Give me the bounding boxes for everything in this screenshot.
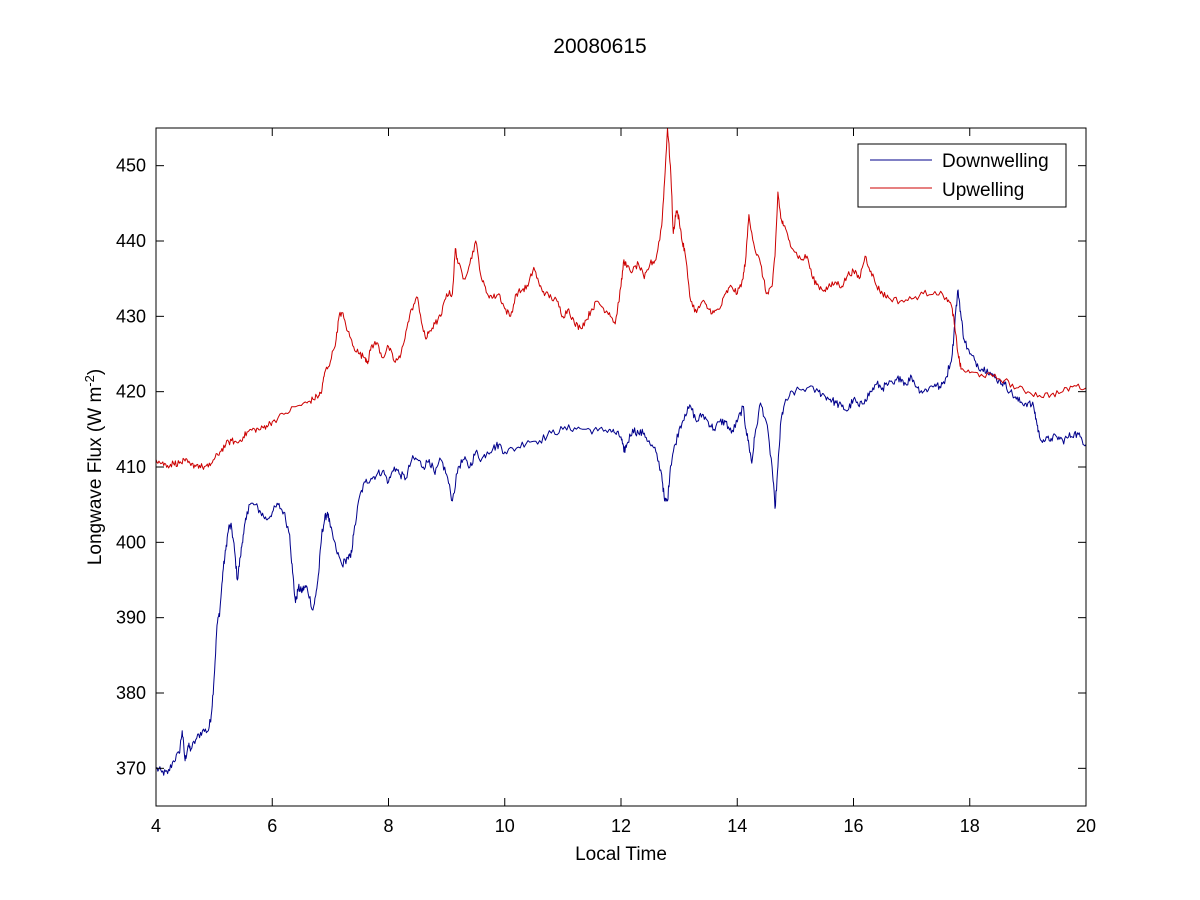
x-tick-label: 20 — [1076, 816, 1096, 836]
legend-box — [857, 143, 1067, 208]
plot-area — [156, 128, 1086, 806]
x-axis-label: Local Time — [575, 844, 667, 865]
y-tick-label: 380 — [116, 683, 146, 703]
x-tick-label: 18 — [960, 816, 980, 836]
y-tick-label: 420 — [116, 382, 146, 402]
y-axis-label-main: Longwave Flux (W m — [85, 387, 106, 565]
legend-label-downwelling: Downwelling — [942, 151, 1049, 172]
y-axis-ticks: 370 380 390 400 410 420 430 440 450 — [116, 156, 1086, 778]
y-axis-label-superscript: -2 — [82, 375, 97, 387]
chart-title: 20080615 — [553, 35, 646, 58]
x-tick-label: 6 — [267, 816, 277, 836]
x-tick-label: 14 — [727, 816, 747, 836]
y-axis-label: Longwave Flux (W m-2) — [82, 369, 106, 565]
y-tick-label: 430 — [116, 306, 146, 326]
y-tick-label: 450 — [116, 156, 146, 176]
y-tick-label: 410 — [116, 457, 146, 477]
legend-label-upwelling: Upwelling — [942, 180, 1024, 201]
series-line-upwelling — [155, 127, 1087, 470]
x-tick-label: 8 — [383, 816, 393, 836]
x-tick-label: 12 — [611, 816, 631, 836]
legend: Downwelling Upwelling — [857, 143, 1067, 208]
y-tick-label: 440 — [116, 231, 146, 251]
y-tick-label: 390 — [116, 608, 146, 628]
x-axis-ticks: 4 6 8 10 12 14 16 18 20 — [151, 128, 1096, 836]
x-tick-label: 16 — [843, 816, 863, 836]
y-tick-label: 370 — [116, 758, 146, 778]
y-axis-label-close: ) — [85, 369, 106, 375]
series-line-downwelling — [155, 289, 1087, 776]
x-tick-label: 10 — [495, 816, 515, 836]
series-layer — [155, 127, 1087, 776]
y-tick-label: 400 — [116, 532, 146, 552]
x-tick-label: 4 — [151, 816, 161, 836]
